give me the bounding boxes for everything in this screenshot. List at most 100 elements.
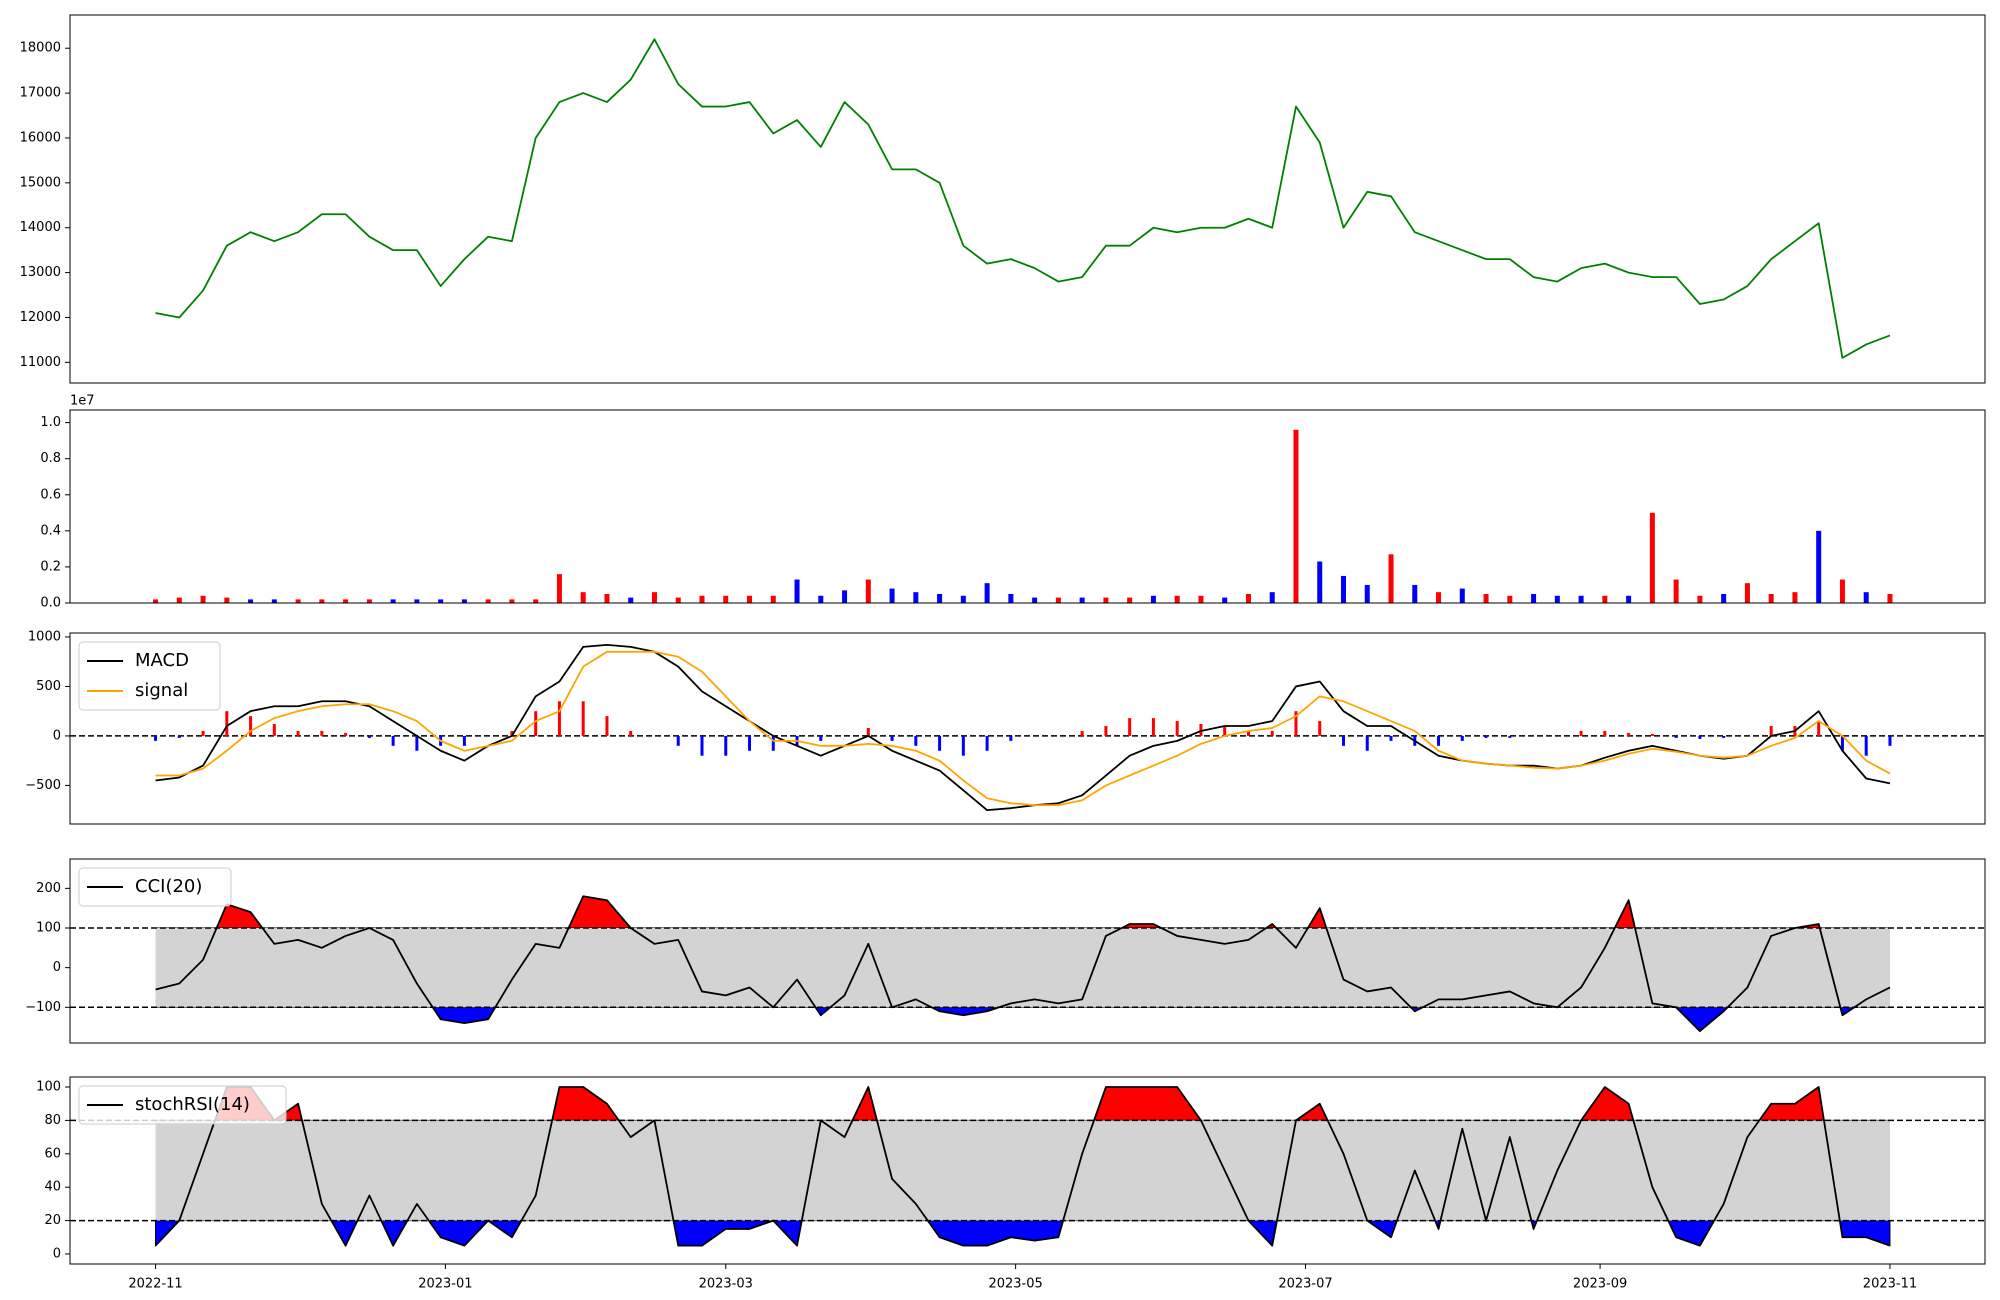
axes-frame [69,409,1986,604]
histogram-bar [1294,711,1298,736]
histogram-bar [1864,735,1868,756]
volume-bar [248,599,254,603]
volume-bar [295,599,301,603]
volume-bar [1887,593,1893,603]
histogram-bar [367,735,371,738]
volume-bar [889,588,895,603]
histogram-bar [1270,730,1274,736]
y-tick-label: 20 [44,1213,61,1228]
volume-bar [176,597,182,603]
histogram-bar [771,735,775,751]
series-line [155,650,1891,807]
y-tick-label: 18000 [20,41,61,56]
x-tick-label: 2023-07 [1278,1277,1332,1292]
y-tick-label: 100 [36,1080,61,1095]
volume-bar [1483,593,1489,603]
y-tick-label: 12000 [20,310,61,325]
histogram-bar [1698,735,1702,739]
histogram-bar [510,730,514,736]
y-tick-label: 1.0 [40,415,61,430]
histogram-bar [415,735,419,751]
volume-bar [842,590,848,603]
y-tick-label: 15000 [20,175,61,190]
volume-bar [1174,595,1180,603]
volume-bar [1839,579,1845,603]
volume-bar [1008,593,1014,603]
histogram-bar [272,724,276,736]
y-tick-label: 17000 [20,86,61,101]
volume-bar [747,595,753,603]
volume-bar [937,593,943,603]
y-tick-label: 500 [36,679,61,694]
histogram-bar [890,735,894,741]
histogram-bar [938,735,942,751]
legend-text: stochRSI(14) [135,1094,250,1115]
histogram-bar [1484,735,1488,738]
volume-bar [556,574,562,603]
x-tick-label: 2023-09 [1573,1277,1627,1292]
upper-fill [155,895,1891,928]
series-line [155,895,1891,1032]
histogram-bar [1199,724,1203,736]
volume-bar [1317,561,1323,603]
histogram-bar [581,701,585,736]
histogram-bar [1128,718,1132,736]
volume-bar [1578,595,1584,603]
volume-bar [414,599,420,603]
volume-bar [1816,530,1822,603]
histogram-bar [1722,735,1726,738]
volume-bar [651,592,657,603]
y-tick-label: 40 [44,1180,61,1195]
volume-bar [343,599,349,603]
histogram-bar [534,711,538,736]
histogram-bar [724,735,728,756]
legend-text: signal [135,680,188,701]
volume-bar [1626,595,1632,603]
y-tick-label: 60 [44,1146,61,1161]
x-tick-label: 2023-03 [699,1277,753,1292]
histogram-bar [985,735,989,751]
histogram-bar [961,735,965,756]
volume-bar [1744,583,1750,603]
histogram-bar [629,730,633,736]
legend-box [78,867,232,907]
volume-bar [271,599,277,603]
volume-bar [1697,595,1703,603]
histogram-bar [296,730,300,736]
volume-bar [438,599,444,603]
histogram-bar [748,735,752,751]
histogram-bar [1508,735,1512,738]
volume-bar [818,595,824,603]
volume-bar [1127,597,1133,603]
volume-bar [1388,554,1394,603]
histogram-bar [1603,730,1607,736]
volume-bar [224,597,230,603]
histogram-bar [1246,730,1250,736]
y-tick-label: 0.4 [40,523,61,538]
volume-bar [1079,597,1085,603]
band [155,1120,1890,1221]
x-tick-label: 2022-11 [128,1277,182,1292]
price-line [155,38,1891,359]
histogram-bar [1365,735,1369,751]
histogram-bar [177,735,181,738]
band [155,928,1890,1008]
y-tick-label: 200 [36,881,61,896]
volume-bar [1222,597,1228,603]
volume-bar [1364,584,1370,603]
volume-bar [1792,592,1798,603]
legend-box [78,641,221,711]
volume-bar [1602,595,1608,603]
axes-frame [69,14,1986,384]
volume-bar [984,583,990,603]
y-tick-label: 80 [44,1113,61,1128]
volume-bar [1649,512,1655,603]
volume-bar [390,599,396,603]
y-tick-label: 14000 [20,220,61,235]
y-tick-label: 0 [53,728,61,743]
legend-box [78,1085,287,1125]
volume-bar [770,595,776,603]
volume-bar [1245,593,1251,603]
histogram-bar [1151,718,1155,736]
volume-bar [1863,592,1869,603]
